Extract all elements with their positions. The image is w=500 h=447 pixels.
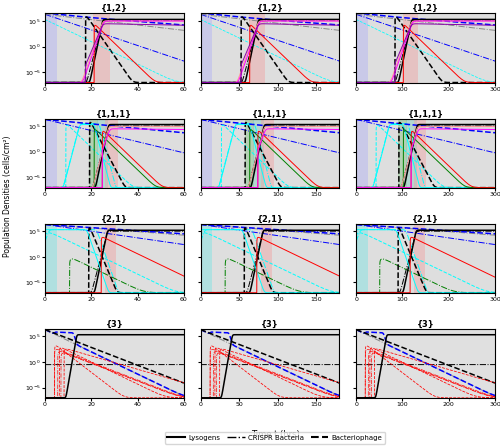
Title: {2,1}: {2,1}	[256, 215, 283, 224]
Bar	[406, 118, 417, 188]
Bar	[200, 224, 212, 293]
Bar	[106, 224, 117, 293]
Bar	[402, 13, 418, 83]
Bar	[45, 13, 56, 83]
Bar	[244, 118, 254, 188]
Bar	[261, 224, 272, 293]
Bar	[106, 118, 118, 188]
Title: {3}: {3}	[261, 320, 279, 329]
Title: {3}: {3}	[416, 320, 434, 329]
Bar	[212, 118, 340, 188]
Bar	[368, 118, 495, 188]
Text: Time t (hrs): Time t (hrs)	[250, 430, 300, 439]
Bar	[200, 329, 340, 398]
Bar	[45, 224, 56, 293]
Bar	[356, 224, 368, 293]
Title: {1,1,1}: {1,1,1}	[96, 110, 132, 118]
Bar	[398, 118, 407, 188]
Title: {2,1}: {2,1}	[101, 215, 128, 224]
Bar	[253, 118, 264, 188]
Bar	[89, 118, 98, 188]
Bar	[212, 224, 340, 293]
Title: {1,2}: {1,2}	[256, 4, 283, 13]
Bar	[249, 13, 266, 83]
Title: {3}: {3}	[106, 320, 124, 329]
Bar	[356, 13, 368, 83]
Title: {1,1,1}: {1,1,1}	[252, 110, 288, 118]
Legend: Lysogens, CRISPR Bacteria, Bacteriophage: Lysogens, CRISPR Bacteria, Bacteriophage	[164, 432, 386, 443]
Bar	[356, 329, 495, 398]
Bar	[94, 13, 110, 83]
Bar	[212, 13, 340, 83]
Bar	[414, 118, 426, 188]
Bar	[414, 224, 424, 293]
Text: Population Densities (cells/cm²): Population Densities (cells/cm²)	[2, 136, 12, 257]
Bar	[97, 118, 108, 188]
Bar	[45, 329, 184, 398]
Bar	[200, 118, 212, 188]
Title: {1,2}: {1,2}	[412, 4, 439, 13]
Bar	[56, 224, 184, 293]
Bar	[45, 118, 56, 188]
Bar	[56, 118, 184, 188]
Bar	[261, 118, 274, 188]
Bar	[56, 13, 184, 83]
Title: {1,1,1}: {1,1,1}	[408, 110, 444, 118]
Bar	[200, 13, 212, 83]
Title: {2,1}: {2,1}	[412, 215, 439, 224]
Bar	[368, 224, 495, 293]
Bar	[368, 13, 495, 83]
Title: {1,2}: {1,2}	[101, 4, 128, 13]
Bar	[356, 118, 368, 188]
